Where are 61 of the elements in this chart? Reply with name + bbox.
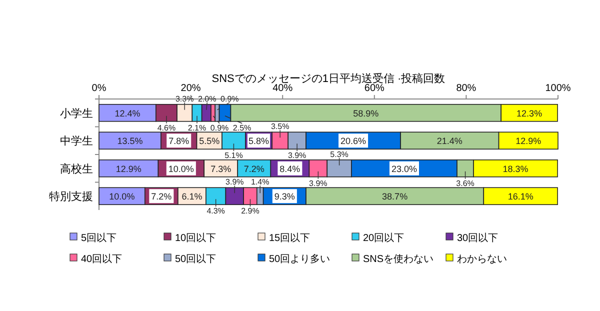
x-tick-label: 100% xyxy=(545,83,571,94)
data-label: 3.3% xyxy=(175,94,194,104)
data-label: 5.8% xyxy=(248,136,269,146)
data-label: 58.9% xyxy=(353,108,379,118)
data-label: 10.0% xyxy=(168,164,194,174)
data-label: 0.9% xyxy=(220,94,239,104)
data-label: 2.5% xyxy=(232,123,252,132)
data-label: 5.5% xyxy=(199,136,220,146)
data-label: 18.3% xyxy=(502,164,528,174)
data-label: 1.4% xyxy=(250,178,270,187)
data-label: 12.9% xyxy=(116,164,142,174)
y-tick-label: 高校生 xyxy=(60,162,93,176)
legend-label: 15回以下 xyxy=(269,232,310,244)
y-tick-label: 中学生 xyxy=(60,134,93,148)
data-label: 7.8% xyxy=(168,136,190,146)
data-label: 7.2% xyxy=(244,164,264,174)
legend-label: 50回以下 xyxy=(175,253,216,265)
legend-label: 50回より多い xyxy=(269,253,330,265)
data-label: 3.9% xyxy=(309,178,328,188)
data-label: 5.1% xyxy=(224,151,243,160)
data-label: 5.3% xyxy=(330,150,348,159)
legend-label: SNSを使わない xyxy=(363,254,434,265)
data-label: 23.0% xyxy=(391,164,417,174)
data-label: 21.4% xyxy=(436,136,462,146)
x-tick-label: 20% xyxy=(180,83,201,94)
legend-label: 20回以下 xyxy=(363,232,404,244)
data-label: 6.1% xyxy=(182,192,202,202)
data-label: 3.9% xyxy=(288,151,306,160)
data-label: 10.0% xyxy=(109,192,135,202)
data-label: 0.9% xyxy=(210,123,229,132)
y-tick-label: 小学生 xyxy=(60,106,93,120)
data-label: 13.5% xyxy=(117,136,143,146)
legend-label: 10回以下 xyxy=(175,232,216,244)
data-label: 3.9% xyxy=(226,178,244,187)
legend-label: わからない xyxy=(457,254,507,265)
data-label: 20.6% xyxy=(340,136,366,146)
data-label: 4.3% xyxy=(206,206,225,216)
x-tick-label: 60% xyxy=(364,83,385,94)
legend-label: 30回以下 xyxy=(457,232,498,244)
data-label: 9.3% xyxy=(274,192,295,202)
data-label: 8.4% xyxy=(280,164,300,174)
data-label: 2.1% xyxy=(188,123,206,132)
data-label: 2.0% xyxy=(198,94,216,104)
data-label: 12.9% xyxy=(516,136,542,146)
data-label: 7.2% xyxy=(151,192,172,202)
legend-label: 5回以下 xyxy=(81,232,117,244)
data-label: 2.9% xyxy=(241,206,260,216)
data-label: 16.1% xyxy=(508,192,534,202)
data-label: 12.4% xyxy=(114,108,140,118)
y-tick-label: 特別支援 xyxy=(49,190,93,204)
x-tick-label: 80% xyxy=(456,83,476,94)
data-label: 7.3% xyxy=(210,164,232,174)
data-label: 3.5% xyxy=(270,122,290,132)
data-label: 4.6% xyxy=(157,123,176,132)
x-tick-label: 40% xyxy=(272,83,293,94)
legend-label: 40回以下 xyxy=(81,253,122,265)
chart-title: SNSでのメッセージの1日平均送受信 ·投稿回数 xyxy=(212,72,446,85)
data-label: 3.6% xyxy=(456,178,474,188)
x-tick-label: 0% xyxy=(92,83,106,94)
data-label: 38.7% xyxy=(382,192,408,202)
data-label: 12.3% xyxy=(516,108,542,118)
